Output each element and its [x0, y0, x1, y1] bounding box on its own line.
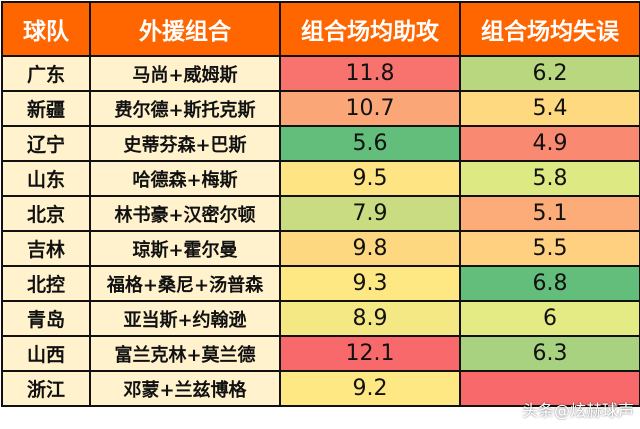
- header-row: 球队 外援组合 组合场均助攻 组合场均失误: [1, 1, 640, 57]
- header-team: 球队: [1, 1, 91, 57]
- combo-cell: 马尚+威姆斯: [89, 55, 281, 92]
- table-row: 辽宁 史蒂芬森+巴斯 5.6 4.9: [1, 125, 640, 162]
- stats-table: 球队 外援组合 组合场均助攻 组合场均失误 广东 马尚+威姆斯 11.8 6.2…: [1, 1, 640, 407]
- assists-cell: 7.9: [279, 195, 461, 232]
- turnovers-cell: 5.5: [459, 230, 640, 267]
- combo-cell: 林书豪+汉密尔顿: [89, 195, 281, 232]
- turnovers-cell: 5.1: [459, 195, 640, 232]
- combo-cell: 福格+桑尼+汤普森: [89, 265, 281, 302]
- assists-cell: 9.5: [279, 160, 461, 197]
- combo-cell: 亚当斯+约翰逊: [89, 300, 281, 337]
- assists-cell: 9.2: [279, 370, 461, 407]
- watermark-text: 头条@炫赫球声: [521, 401, 634, 420]
- team-cell: 广东: [1, 55, 91, 92]
- turnovers-cell: 6.8: [459, 265, 640, 302]
- turnovers-cell: 5.4: [459, 90, 640, 127]
- team-cell: 浙江: [1, 370, 91, 407]
- turnovers-cell: 4.9: [459, 125, 640, 162]
- assists-cell: 5.6: [279, 125, 461, 162]
- turnovers-cell: 6.2: [459, 55, 640, 92]
- table-row: 北控 福格+桑尼+汤普森 9.3 6.8: [1, 265, 640, 302]
- header-combo: 外援组合: [89, 1, 281, 57]
- table-row: 广东 马尚+威姆斯 11.8 6.2: [1, 55, 640, 92]
- table-body: 广东 马尚+威姆斯 11.8 6.2 新疆 费尔德+斯托克斯 10.7 5.4 …: [1, 55, 640, 407]
- turnovers-cell: [459, 370, 640, 407]
- team-cell: 辽宁: [1, 125, 91, 162]
- team-cell: 青岛: [1, 300, 91, 337]
- assists-cell: 9.3: [279, 265, 461, 302]
- table-row: 北京 林书豪+汉密尔顿 7.9 5.1: [1, 195, 640, 232]
- combo-cell: 费尔德+斯托克斯: [89, 90, 281, 127]
- header-assists: 组合场均助攻: [279, 1, 461, 57]
- turnovers-cell: 6.3: [459, 335, 640, 372]
- team-cell: 吉林: [1, 230, 91, 267]
- assists-cell: 10.7: [279, 90, 461, 127]
- team-cell: 新疆: [1, 90, 91, 127]
- team-cell: 北京: [1, 195, 91, 232]
- team-cell: 北控: [1, 265, 91, 302]
- team-cell: 山西: [1, 335, 91, 372]
- combo-cell: 哈德森+梅斯: [89, 160, 281, 197]
- table-row: 山西 富兰克林+莫兰德 12.1 6.3: [1, 335, 640, 372]
- turnovers-cell: 6: [459, 300, 640, 337]
- table-row: 新疆 费尔德+斯托克斯 10.7 5.4: [1, 90, 640, 127]
- assists-cell: 8.9: [279, 300, 461, 337]
- assists-cell: 12.1: [279, 335, 461, 372]
- table-row: 吉林 琼斯+霍尔曼 9.8 5.5: [1, 230, 640, 267]
- combo-cell: 邓蒙+兰兹博格: [89, 370, 281, 407]
- assists-cell: 11.8: [279, 55, 461, 92]
- header-turnovers: 组合场均失误: [459, 1, 640, 57]
- combo-cell: 富兰克林+莫兰德: [89, 335, 281, 372]
- combo-cell: 史蒂芬森+巴斯: [89, 125, 281, 162]
- table-row: 青岛 亚当斯+约翰逊 8.9 6: [1, 300, 640, 337]
- combo-cell: 琼斯+霍尔曼: [89, 230, 281, 267]
- table-row: 浙江 邓蒙+兰兹博格 9.2: [1, 370, 640, 407]
- turnovers-cell: 5.8: [459, 160, 640, 197]
- table-row: 山东 哈德森+梅斯 9.5 5.8: [1, 160, 640, 197]
- team-cell: 山东: [1, 160, 91, 197]
- assists-cell: 9.8: [279, 230, 461, 267]
